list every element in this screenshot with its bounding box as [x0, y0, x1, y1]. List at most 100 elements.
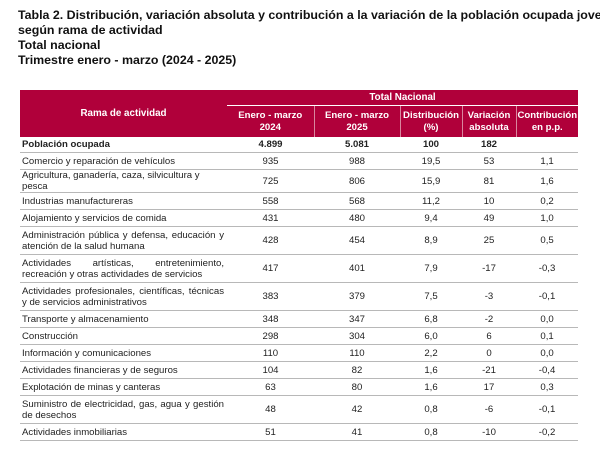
total-row: Población ocupada 4.899 5.081 100 182 — [20, 137, 579, 153]
cell-contribucion: 0,0 — [516, 344, 579, 362]
cell-variacion: 17 — [462, 378, 516, 396]
cell-variacion: -17 — [462, 254, 516, 283]
cell-distribucion: 6,8 — [400, 310, 462, 328]
row-label: Construcción — [20, 327, 227, 345]
row-label: Administración pública y defensa, educac… — [20, 226, 227, 255]
cell-contribucion: -0,4 — [516, 361, 579, 379]
cell-contribucion: 0,2 — [516, 192, 579, 210]
cell-distribucion: 7,9 — [400, 254, 462, 283]
cell-variacion: 10 — [462, 192, 516, 210]
cell-variacion: 6 — [462, 327, 516, 345]
cell-variacion: 81 — [462, 169, 516, 193]
cell-distribucion: 1,6 — [400, 361, 462, 379]
cell-2024: 725 — [227, 169, 314, 193]
cell-contribucion: 0,1 — [516, 327, 579, 345]
row-label: Agricultura, ganadería, caza, silvicultu… — [20, 169, 227, 193]
title-line-4: Trimestre enero - marzo (2024 - 2025) — [18, 53, 237, 67]
table-header: Rama de actividad Total Nacional Enero -… — [20, 90, 579, 137]
cell-contribucion: -0,1 — [516, 395, 579, 424]
row-label: Población ocupada — [20, 137, 227, 153]
cell-2025: 304 — [314, 327, 400, 345]
table-row: Suministro de electricidad, gas, agua y … — [20, 395, 579, 424]
table-row: Industrias manufactureras 558 568 11,2 10 0,2 — [20, 192, 579, 210]
cell-contribucion: 0,0 — [516, 310, 579, 328]
cell-2025: 480 — [314, 209, 400, 227]
cell-distribucion: 2,2 — [400, 344, 462, 362]
table-row: Actividades profesionales, científicas, … — [20, 282, 579, 311]
cell-variacion: 182 — [462, 137, 516, 153]
cell-variacion: 49 — [462, 209, 516, 227]
cell-2025: 347 — [314, 310, 400, 328]
cell-contribucion: -0,3 — [516, 254, 579, 283]
title-line-3: Total nacional — [18, 38, 101, 52]
cell-2024: 558 — [227, 192, 314, 210]
cell-variacion: -21 — [462, 361, 516, 379]
cell-2024: 428 — [227, 226, 314, 255]
title-line-2: según rama de actividad — [18, 23, 163, 37]
table-row: Información y comunicaciones 110 110 2,2 0 0,… — [20, 344, 579, 362]
row-label: Suministro de electricidad, gas, agua y … — [20, 395, 227, 424]
cell-2024: 348 — [227, 310, 314, 328]
cell-2025: 82 — [314, 361, 400, 379]
header-variacion: Variación absoluta — [461, 105, 516, 137]
cell-2024: 51 — [227, 423, 314, 441]
cell-distribucion: 9,4 — [400, 209, 462, 227]
row-label: Información y comunicaciones — [20, 344, 227, 362]
cell-2024: 110 — [227, 344, 314, 362]
cell-contribucion: -0,2 — [516, 423, 579, 441]
header-contribucion: Contribución en p.p. — [515, 105, 579, 137]
cell-distribucion: 100 — [400, 137, 462, 153]
title-line-1: Tabla 2. Distribución, variación absolut… — [18, 8, 600, 22]
cell-2025: 988 — [314, 152, 400, 170]
table-title: Tabla 2. Distribución, variación absolut… — [18, 8, 600, 68]
cell-2024: 935 — [227, 152, 314, 170]
cell-2025: 379 — [314, 282, 400, 311]
cell-variacion: -6 — [462, 395, 516, 424]
cell-2025: 568 — [314, 192, 400, 210]
activity-table: Rama de actividad Total Nacional Enero -… — [20, 90, 579, 441]
cell-distribucion: 19,5 — [400, 152, 462, 170]
cell-contribucion: -0,1 — [516, 282, 579, 311]
header-2025: Enero - marzo 2025 — [313, 105, 400, 137]
cell-distribucion: 0,8 — [400, 423, 462, 441]
row-label: Transporte y almacenamiento — [20, 310, 227, 328]
cell-contribucion: 0,5 — [516, 226, 579, 255]
row-label: Actividades inmobiliarias — [20, 423, 227, 441]
cell-distribucion: 11,2 — [400, 192, 462, 210]
header-rama: Rama de actividad — [20, 90, 227, 137]
table-row: Actividades financieras y de seguros 104 8… — [20, 361, 579, 379]
cell-variacion: -2 — [462, 310, 516, 328]
row-label: Actividades financieras y de seguros — [20, 361, 227, 379]
cell-2024: 4.899 — [227, 137, 314, 153]
cell-2024: 104 — [227, 361, 314, 379]
cell-distribucion: 6,0 — [400, 327, 462, 345]
cell-2024: 63 — [227, 378, 314, 396]
cell-contribucion: 0,3 — [516, 378, 579, 396]
cell-contribucion — [516, 137, 579, 153]
cell-2025: 401 — [314, 254, 400, 283]
cell-2025: 110 — [314, 344, 400, 362]
header-2024: Enero - marzo 2024 — [227, 105, 314, 137]
table-row: Actividades artísticas, entretenimiento,… — [20, 254, 579, 283]
cell-variacion: -10 — [462, 423, 516, 441]
cell-2025: 42 — [314, 395, 400, 424]
table-row: Agricultura, ganadería, caza, silvicultu… — [20, 169, 579, 193]
row-label: Actividades artísticas, entretenimiento,… — [20, 254, 227, 283]
cell-variacion: 0 — [462, 344, 516, 362]
cell-2025: 41 — [314, 423, 400, 441]
cell-distribucion: 0,8 — [400, 395, 462, 424]
cell-distribucion: 7,5 — [400, 282, 462, 311]
table-body: Población ocupada 4.899 5.081 100 182 Comerci… — [20, 137, 579, 441]
cell-2024: 431 — [227, 209, 314, 227]
cell-2025: 806 — [314, 169, 400, 193]
cell-2025: 80 — [314, 378, 400, 396]
cell-2024: 417 — [227, 254, 314, 283]
table-row: Transporte y almacenamiento 348 347 6,8 -2 0,… — [20, 310, 579, 328]
cell-contribucion: 1,6 — [516, 169, 579, 193]
table-row: Alojamiento y servicios de comida 431 480 9… — [20, 209, 579, 227]
cell-variacion: 53 — [462, 152, 516, 170]
row-label: Alojamiento y servicios de comida — [20, 209, 227, 227]
cell-2024: 383 — [227, 282, 314, 311]
cell-2025: 454 — [314, 226, 400, 255]
cell-distribucion: 8,9 — [400, 226, 462, 255]
